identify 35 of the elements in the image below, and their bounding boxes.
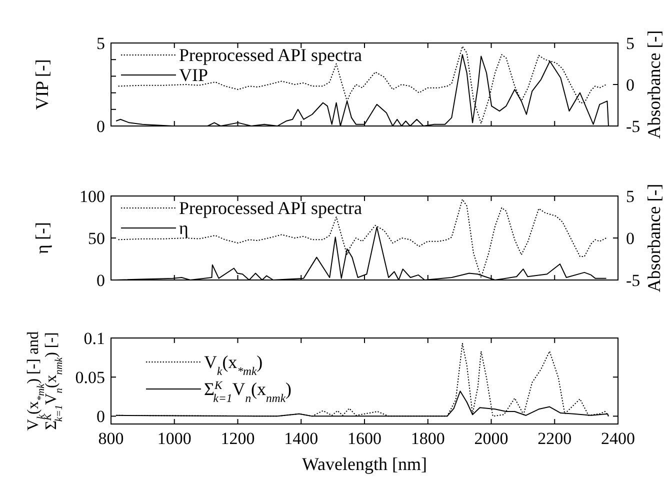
- y2-tick-label: 5: [626, 34, 634, 53]
- y-axis-title: η [-]: [32, 222, 52, 254]
- y-tick-label: 50: [88, 229, 105, 248]
- legend-label: VIP: [179, 65, 208, 85]
- legend-label: Preprocessed API spectra: [179, 198, 362, 218]
- x-tick-label: 2400: [601, 429, 635, 448]
- y2-tick-label: -5: [626, 271, 640, 290]
- y2-axis-title: Absorbance [-]: [644, 184, 664, 292]
- y-axis-title: VIP [-]: [32, 59, 52, 110]
- legend-label: Preprocessed API spectra: [179, 45, 362, 65]
- y2-tick-label: 0: [626, 229, 634, 248]
- x-axis-title: Wavelength [nm]: [302, 454, 428, 474]
- y2-axis-title: Absorbance [-]: [644, 30, 664, 139]
- x-tick-label: 2200: [538, 429, 572, 448]
- y-tick-label: 0.05: [75, 368, 105, 388]
- x-tick-label: 1600: [348, 429, 382, 448]
- y-tick-label: 5: [96, 34, 105, 53]
- y-tick-label: 0: [96, 117, 105, 136]
- legend-label: V$_{k}$(x$_{*mk}$): [204, 352, 263, 378]
- y-tick-label: 0: [96, 407, 105, 426]
- legend-label: Σ$^{K}$$_{k=1}$V$_{n}$(x$_{nmk}$): [204, 378, 292, 404]
- x-tick-label: 1200: [220, 429, 255, 448]
- y-tick-label: 0: [96, 271, 105, 290]
- x-tick-label: 2000: [474, 429, 508, 448]
- y2-tick-label: 0: [626, 76, 634, 94]
- y2-tick-label: 5: [626, 187, 634, 206]
- y-tick-label: 100: [80, 187, 105, 206]
- y2-tick-label: -5: [626, 117, 640, 136]
- x-tick-label: 800: [98, 429, 124, 448]
- x-tick-label: 1400: [284, 429, 318, 448]
- legend-label: η: [179, 218, 188, 238]
- line-series: [118, 198, 607, 278]
- x-tick-label: 1000: [157, 429, 192, 448]
- y-tick-label: 0.1: [84, 329, 105, 348]
- x-tick-label: 1800: [410, 429, 445, 448]
